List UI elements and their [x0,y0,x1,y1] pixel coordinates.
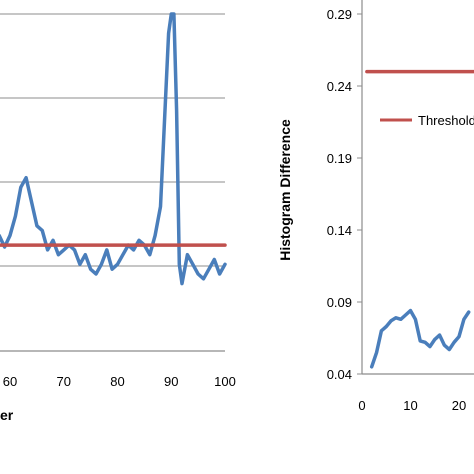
right-y-tick-label: 0.04 [327,367,352,382]
right-y-tick-label: 0.14 [327,223,352,238]
left-x-tick-label: 60 [3,374,17,389]
left-series-group [0,12,227,286]
left-gridlines [0,13,225,267]
right-y-tick-label: 0.19 [327,151,352,166]
right-data-line [369,308,471,369]
right-y-tick-labels: 0.04 0.09 0.14 0.19 0.24 0.29 [327,7,362,382]
right-y-tick-label: 0.09 [327,295,352,310]
right-line-chart: 0.04 0.09 0.14 0.19 0.24 0.29 0 10 20 Threshold… [277,0,474,413]
left-x-tick-label: 80 [110,374,124,389]
right-y-tick-label: 0.29 [327,7,352,22]
right-x-tick-label: 10 [403,398,417,413]
left-x-tick-label: 100 [214,374,236,389]
right-y-tick-label: 0.24 [327,79,352,94]
right-legend: Threshold [380,113,474,128]
left-data-line [0,12,227,286]
right-x-tick-label: 20 [452,398,466,413]
right-y-axis-title: Histogram Difference [277,119,293,261]
legend-threshold-label: Threshold [418,113,474,128]
left-x-axis-title: er [0,407,14,423]
right-series-group [365,69,474,369]
left-x-tick-label: 90 [164,374,178,389]
right-x-tick-label: 0 [358,398,365,413]
right-x-tick-labels: 0 10 20 [358,398,466,413]
left-line-chart: 60 70 80 90 100 er [0,12,236,423]
left-x-tick-labels: 60 70 80 90 100 [3,374,236,389]
left-x-tick-label: 70 [57,374,71,389]
